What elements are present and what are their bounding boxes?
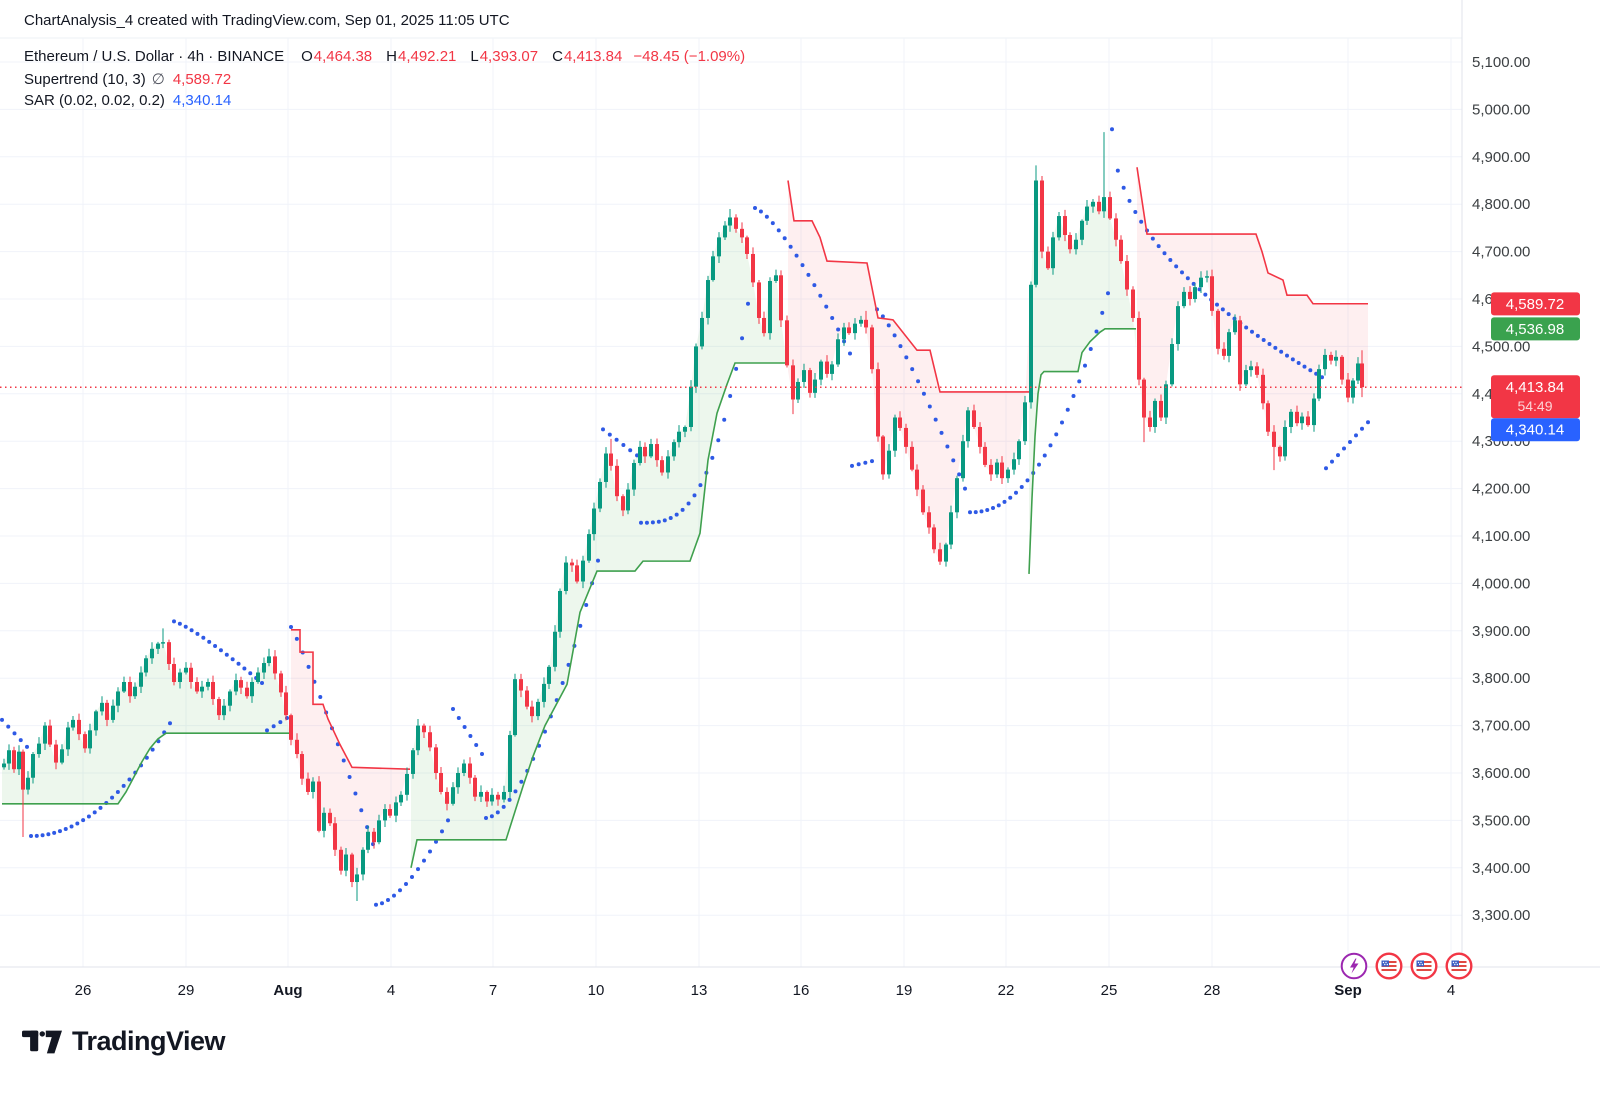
indicator-value: 4,589.72	[172, 71, 232, 88]
svg-text:4,700.00: 4,700.00	[1472, 244, 1530, 261]
lightning-event-icon[interactable]	[1340, 952, 1368, 980]
svg-text:16: 16	[793, 982, 810, 999]
svg-text:4,536.98: 4,536.98	[1506, 321, 1564, 338]
svg-text:4,340.14: 4,340.14	[1506, 422, 1564, 439]
indicator-marker-icon: ∅	[151, 71, 165, 88]
svg-text:4,100.00: 4,100.00	[1472, 528, 1530, 545]
svg-text:3,400.00: 3,400.00	[1472, 860, 1530, 877]
price-scale[interactable]: 3,300.00 3,400.00 3,500.00 3,600.00 3,700.00…	[1472, 54, 1530, 924]
svg-text:4,500.00: 4,500.00	[1472, 338, 1530, 355]
candles-layer	[2, 132, 1364, 901]
ohlc-value: 4,393.07	[479, 48, 539, 65]
svg-text:4,200.00: 4,200.00	[1472, 481, 1530, 498]
ohlc-label: O	[301, 48, 313, 65]
svg-text:5,000.00: 5,000.00	[1472, 101, 1530, 118]
us-economic-event-icon[interactable]	[1445, 952, 1473, 980]
svg-text:7: 7	[489, 982, 497, 999]
legend-sar-row[interactable]: SAR (0.02, 0.02, 0.2) 4,340.14	[24, 92, 231, 109]
tradingview-logo-icon	[22, 1030, 62, 1053]
us-economic-event-icon[interactable]	[1410, 952, 1438, 980]
price-badge-supertrend-up: 4,536.98	[1491, 317, 1580, 341]
legend-symbol-row[interactable]: Ethereum / U.S. Dollar · 4h · BINANCE O4,…	[24, 48, 745, 65]
price-badges: 4,589.72 4,536.98 4,413.84 54:49 4,340.14	[1491, 292, 1580, 442]
ohlc-value: 4,464.38	[313, 48, 373, 65]
svg-text:3,900.00: 3,900.00	[1472, 623, 1530, 640]
ohlc-value: 4,492.21	[397, 48, 457, 65]
symbol-title[interactable]: Ethereum / U.S. Dollar · 4h · BINANCE	[24, 48, 285, 65]
svg-text:4: 4	[1447, 982, 1455, 999]
svg-text:29: 29	[178, 982, 195, 999]
svg-text:19: 19	[896, 982, 913, 999]
indicator-name[interactable]: Supertrend (10, 3)	[24, 71, 146, 88]
svg-text:4,000.00: 4,000.00	[1472, 575, 1530, 592]
ohlc-value: 4,413.84	[563, 48, 623, 65]
tradingview-logo[interactable]: TradingView	[22, 1026, 226, 1057]
svg-text:13: 13	[691, 982, 708, 999]
indicator-name[interactable]: SAR (0.02, 0.02, 0.2)	[24, 92, 165, 109]
price-badge-sar: 4,340.14	[1491, 418, 1580, 442]
price-badge-last-price: 4,413.84 54:49	[1491, 375, 1580, 419]
tradingview-logo-text: TradingView	[72, 1026, 226, 1056]
price-badge-supertrend-down: 4,589.72	[1491, 292, 1580, 316]
svg-text:5,100.00: 5,100.00	[1472, 54, 1530, 71]
svg-text:4,589.72: 4,589.72	[1506, 296, 1564, 313]
svg-text:4: 4	[387, 982, 395, 999]
svg-text:22: 22	[998, 982, 1015, 999]
svg-text:10: 10	[588, 982, 605, 999]
svg-text:26: 26	[75, 982, 92, 999]
svg-text:3,800.00: 3,800.00	[1472, 670, 1530, 687]
svg-text:3,300.00: 3,300.00	[1472, 907, 1530, 924]
svg-text:Aug: Aug	[273, 982, 302, 999]
svg-text:4,413.84: 4,413.84	[1506, 379, 1564, 396]
svg-text:3,600.00: 3,600.00	[1472, 765, 1530, 782]
axes-layer	[0, 0, 1600, 968]
event-icons-row	[1340, 952, 1473, 980]
ohlc-label: H	[386, 48, 397, 65]
legend-supertrend-row[interactable]: Supertrend (10, 3) ∅ 4,589.72	[24, 70, 231, 88]
svg-text:54:49: 54:49	[1517, 398, 1552, 414]
indicator-value: 4,340.14	[172, 92, 232, 109]
supertrend-fill-layer	[2, 167, 1368, 883]
watermark-note: ChartAnalysis_4 created with TradingView…	[24, 12, 510, 29]
ohlc-label: L	[470, 48, 479, 65]
svg-text:28: 28	[1204, 982, 1221, 999]
supertrend-line-layer	[2, 167, 1368, 868]
time-scale[interactable]: 26 29 Aug 4 7 10 13 16 19 22 25 28 Sep 4	[75, 982, 1456, 999]
us-economic-event-icon[interactable]	[1375, 952, 1403, 980]
svg-text:3,500.00: 3,500.00	[1472, 812, 1530, 829]
svg-text:4,900.00: 4,900.00	[1472, 149, 1530, 166]
svg-text:3,700.00: 3,700.00	[1472, 718, 1530, 735]
svg-text:25: 25	[1101, 982, 1118, 999]
sar-dots-layer	[0, 127, 1370, 907]
grid-layer	[0, 37, 1462, 967]
svg-text:4,800.00: 4,800.00	[1472, 196, 1530, 213]
change-value: −48.45 (−1.09%)	[633, 48, 746, 65]
svg-text:Sep: Sep	[1334, 982, 1362, 999]
ohlc-label: C	[552, 48, 563, 65]
